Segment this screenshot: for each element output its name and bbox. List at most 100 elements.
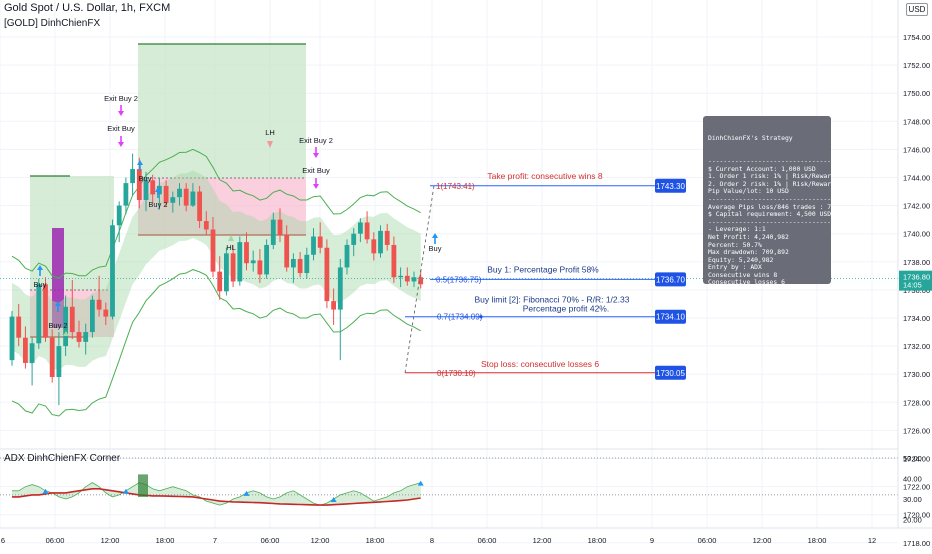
time-tick: 6 [1,536,5,545]
signal-buy-b: Buy [139,174,152,183]
candle-body [304,254,310,274]
signal-buy-c: Buy [429,244,442,253]
price-tick: 1748.00 [903,117,930,126]
price-tick: 1728.00 [903,398,930,407]
price-tick: 1752.00 [903,61,930,70]
candle-body [371,239,377,254]
hl-marker-2 [63,331,69,336]
candle-body [203,221,209,230]
candle-body [391,244,397,278]
candle-body [96,299,102,310]
time-tick: 18:00 [366,536,385,545]
candle-body [337,267,343,310]
limit-marker [479,315,483,319]
candle-body [324,247,330,302]
adx-marker-3 [330,497,337,502]
candle-body [230,253,236,282]
strategy-line: Average Pips loss/846 trades : 75 [708,202,831,211]
strategy-line: Pip Value/lot: 10 USD [708,187,789,196]
adx-tick: 40.00 [903,475,922,484]
candle-body [136,169,142,200]
level-price-limit: 1734.10 [656,313,685,322]
candle-body [331,301,336,310]
symbol-title: Gold Spot / U.S. Dollar, 1h, FXCM [4,2,171,14]
candle-body [183,188,189,206]
stop-loss-caption: Stop loss: consecutive losses 6 [481,359,599,369]
candle-body [364,222,370,240]
candle-body [116,205,122,226]
price-tick: 1740.00 [903,230,930,239]
candle-body [43,284,48,338]
strategy-line: Percent: 50.7% [708,240,762,249]
candle-body [404,275,410,282]
adx-marker-0 [42,488,49,494]
entry-caption: Buy 1: Percentage Profit 58% [487,264,599,274]
time-tick: 18:00 [156,536,175,545]
take-profit-caption: Take profit: consecutive wins 8 [487,171,603,181]
adx-marker-4 [417,480,424,486]
candle-body [297,258,303,274]
candle-body [311,236,316,255]
price-tick: 1734.00 [903,314,930,323]
time-tick: 12:00 [311,536,330,545]
fib-diagonal [404,185,435,373]
level-price-tag-limit [655,309,686,324]
signal-buy-2-b: Buy 2 [148,200,167,209]
candle-body [418,277,424,285]
candle-body [411,277,417,282]
strategy-line: Equity: 5,240,982 [708,255,774,264]
bar-countdown: 14:05 [903,281,922,290]
time-tick: 06:00 [478,536,497,545]
strategy-line: Consecutive wins 8 [708,270,778,279]
candle-body [177,188,182,198]
price-tick: 1738.00 [903,258,930,267]
signal-exit-buy-a: Exit Buy [107,124,135,133]
limit-caption-2: Percentage profit 42%. [523,304,609,314]
candle-body [36,284,42,344]
currency-badge[interactable]: USD [906,3,928,16]
level-price-tag-entry [655,272,686,287]
adx-panel-title: ADX DinhChienFX Corner [4,453,121,464]
candle-body [63,306,68,347]
strategy-line: -------------------------------- [708,194,831,203]
price-tick: 1744.00 [903,174,930,183]
time-tick: 12:00 [101,536,120,545]
strategy-line: Net Profit: 4,240,982 [708,232,789,241]
price-tick: 1720.00 [903,511,930,520]
price-tick: 1724.00 [903,455,930,464]
buy-arrow-4 [155,187,161,198]
candle-body [277,219,283,236]
price-tick: 1722.00 [903,483,930,492]
level-fib-entry: 0.5(1736.75) [436,275,482,284]
candle-body [76,332,82,342]
current-price-value: 1736.80 [903,273,930,282]
time-tick: 12:00 [753,536,772,545]
limit-caption-1: Buy limit [2]: Fibonacci 70% - R/R: 1/2.… [475,295,630,305]
candle-body [90,299,95,333]
strategy-line: Consecutive losses 6 [708,278,785,284]
price-tick: 1718.00 [903,539,930,548]
signal-exit-buy-b: Exit Buy [302,166,330,175]
adx-marker-2 [243,490,250,496]
candles-group [9,153,424,406]
level-price-tag-take_profit [655,178,686,193]
strategy-lines: -------------------------------- $ Curren… [708,157,831,284]
candle-body [224,253,229,292]
candle-body [378,230,383,254]
strategy-line: 2. Order 2 risk: 1% | Risk/Reward 2: 1/2… [708,179,831,188]
candle-body [264,244,269,275]
strategy-panel: DinhChienFX's Strategy -----------------… [703,116,831,284]
adx-tick: 50.00 [903,454,922,463]
time-tick: 12:00 [533,536,552,545]
strategy-title: DinhChienFX's Strategy [708,134,793,143]
candle-body [250,260,256,264]
candle-body [150,180,156,195]
candle-body [170,197,176,203]
candle-body [237,242,243,282]
candle-body [69,306,75,333]
time-tick: 12 [868,536,876,545]
profit-zone-2 [138,44,306,178]
candle-body [257,260,263,275]
time-tick: 9 [650,536,654,545]
